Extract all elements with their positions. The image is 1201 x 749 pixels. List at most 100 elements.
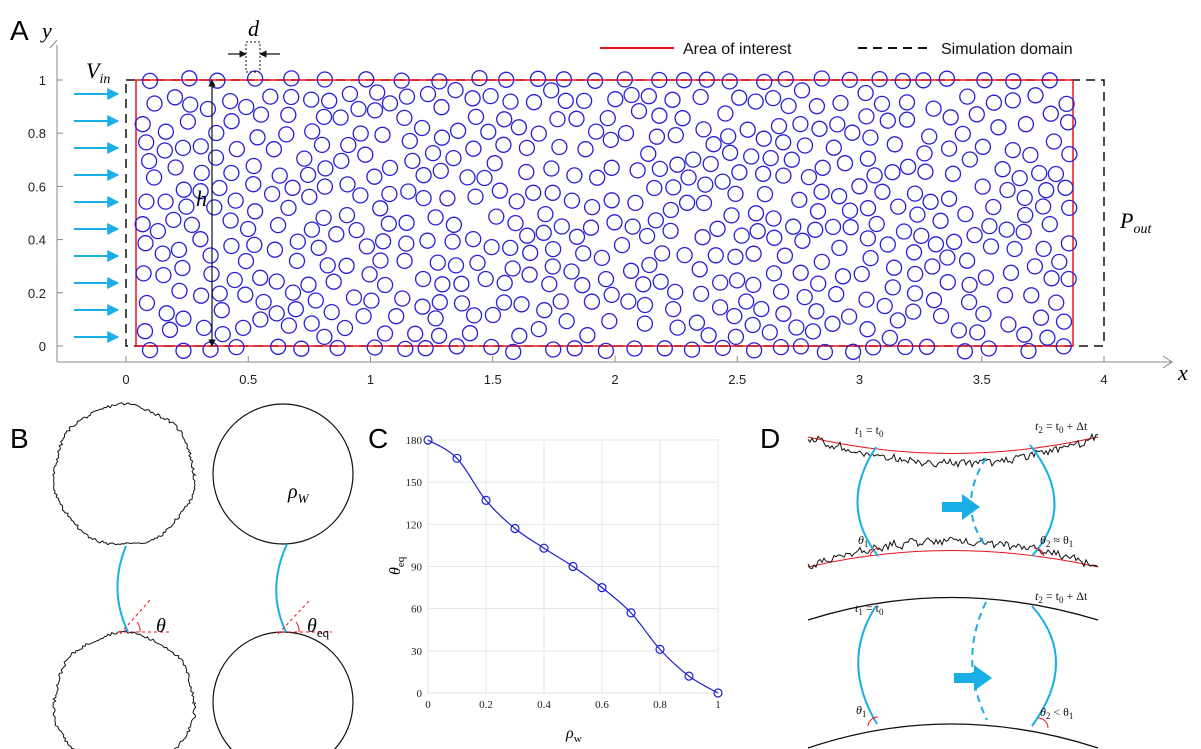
grain bbox=[727, 328, 745, 346]
grain bbox=[222, 212, 239, 229]
chart-point bbox=[597, 582, 607, 593]
grain bbox=[630, 102, 648, 120]
x-tick-label: 0 bbox=[122, 372, 129, 387]
grain bbox=[136, 323, 154, 340]
grain bbox=[755, 130, 772, 147]
grain bbox=[683, 341, 701, 358]
grain bbox=[157, 123, 175, 140]
grain bbox=[808, 98, 826, 115]
grain bbox=[166, 89, 184, 106]
grain bbox=[627, 194, 644, 212]
grain bbox=[676, 246, 693, 264]
grain bbox=[938, 70, 956, 87]
grain bbox=[601, 312, 618, 330]
angle-arc-rough-t2 bbox=[1033, 547, 1045, 557]
chart-y-tick-label: 60 bbox=[411, 604, 423, 616]
grain bbox=[521, 266, 538, 283]
grain bbox=[522, 244, 539, 261]
meniscus-rough bbox=[116, 545, 129, 633]
grain bbox=[530, 320, 547, 338]
grain bbox=[223, 164, 240, 182]
x-axis-symbol: x bbox=[1177, 360, 1188, 385]
rough-wall-bottom bbox=[807, 536, 1099, 570]
grain bbox=[723, 207, 740, 224]
grain bbox=[280, 317, 298, 334]
grain bbox=[1011, 169, 1028, 187]
grain bbox=[890, 198, 907, 215]
grain bbox=[714, 173, 731, 190]
grain bbox=[222, 92, 239, 110]
grain bbox=[712, 274, 729, 291]
grain bbox=[444, 233, 461, 250]
grain bbox=[138, 134, 155, 151]
grain bbox=[678, 194, 696, 211]
grain bbox=[669, 319, 686, 336]
grain bbox=[932, 212, 949, 229]
grain bbox=[239, 220, 257, 238]
tangent-slope-rough bbox=[119, 599, 151, 635]
grain bbox=[235, 319, 252, 337]
y-axis-arrow bbox=[49, 39, 58, 49]
grain bbox=[543, 160, 560, 177]
y-tick-label: 0.8 bbox=[28, 126, 46, 141]
grain bbox=[651, 107, 668, 124]
grain bbox=[508, 193, 525, 210]
grain bbox=[694, 229, 711, 246]
grain bbox=[552, 293, 569, 310]
grain bbox=[246, 203, 264, 220]
grain bbox=[544, 258, 561, 275]
chart-x-tick-label: 1 bbox=[715, 699, 721, 711]
rough-theta2-label: θ2 ≈ θ1 bbox=[1040, 533, 1073, 549]
grain bbox=[809, 203, 827, 220]
rough-wall-top bbox=[807, 432, 1099, 469]
grain bbox=[731, 164, 748, 181]
grain bbox=[905, 244, 923, 261]
grain bbox=[775, 167, 792, 184]
grain bbox=[956, 343, 974, 360]
panel-b-letter: B bbox=[10, 423, 29, 454]
meniscus-smooth-t2 bbox=[1031, 605, 1057, 727]
grain bbox=[469, 254, 486, 272]
grain bbox=[555, 71, 573, 88]
grain bbox=[726, 307, 743, 325]
grain bbox=[780, 97, 797, 115]
y-tick-label: 0.2 bbox=[28, 286, 46, 301]
grain bbox=[810, 275, 827, 292]
panel-c-letter: C bbox=[368, 423, 388, 454]
grain bbox=[641, 256, 658, 274]
grain bbox=[1000, 316, 1017, 333]
grain bbox=[211, 179, 228, 197]
grain bbox=[137, 235, 154, 252]
grain bbox=[467, 188, 484, 205]
inlet-arrows bbox=[74, 88, 120, 343]
grain bbox=[925, 100, 942, 117]
grain bbox=[401, 132, 418, 150]
grain bbox=[429, 254, 446, 271]
rough-wall-top-mean bbox=[807, 436, 1099, 454]
grain bbox=[727, 248, 744, 265]
grain bbox=[705, 136, 722, 153]
grain bbox=[568, 110, 585, 127]
grain bbox=[727, 185, 744, 203]
chart-point bbox=[626, 608, 636, 618]
grain bbox=[721, 144, 739, 161]
grain bbox=[913, 227, 930, 245]
grain bbox=[616, 71, 633, 88]
grain bbox=[396, 109, 413, 127]
grain bbox=[977, 269, 995, 286]
grain bbox=[747, 93, 764, 110]
smooth-time-t1-label: t1 = t0 bbox=[855, 601, 884, 617]
grain bbox=[711, 299, 729, 316]
grain bbox=[498, 71, 515, 88]
grain bbox=[156, 142, 173, 159]
grain bbox=[907, 265, 924, 283]
x-tick-label: 4 bbox=[1100, 372, 1107, 387]
chart-y-tick-label: 180 bbox=[406, 435, 423, 447]
grain bbox=[960, 293, 978, 311]
grain bbox=[813, 253, 830, 271]
grain bbox=[397, 340, 414, 358]
grain bbox=[301, 188, 318, 206]
chart-series-line bbox=[427, 439, 719, 694]
grain bbox=[858, 291, 875, 308]
